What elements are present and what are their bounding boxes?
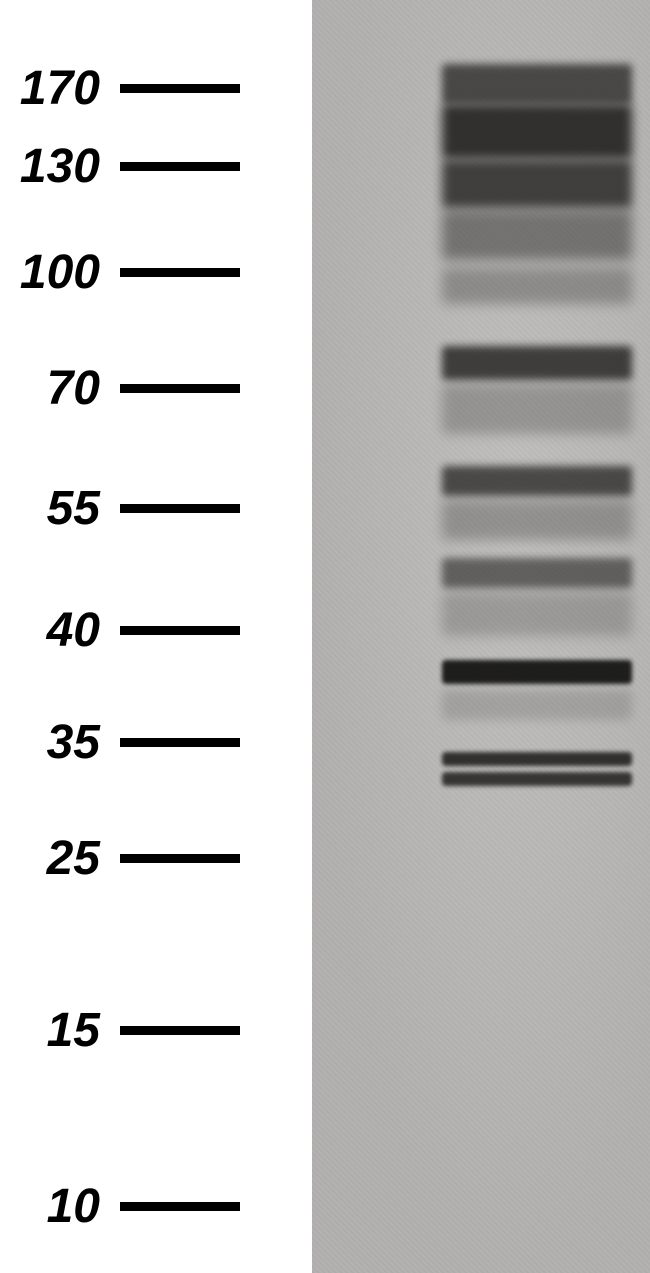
- marker-tick: [120, 626, 240, 635]
- marker-label: 55: [0, 481, 120, 536]
- band-2: [442, 160, 632, 208]
- marker-40: 40: [0, 606, 240, 654]
- marker-tick: [120, 162, 240, 171]
- marker-tick: [120, 738, 240, 747]
- marker-55: 55: [0, 484, 240, 532]
- marker-tick: [120, 384, 240, 393]
- western-blot-figure: 170 130 100 70 55 40 35 25 15 10: [0, 0, 650, 1273]
- marker-tick: [120, 1202, 240, 1211]
- marker-35: 35: [0, 718, 240, 766]
- band-9: [442, 558, 632, 588]
- band-1: [442, 104, 632, 159]
- band-6: [442, 384, 632, 434]
- marker-70: 70: [0, 364, 240, 412]
- band-12: [442, 690, 632, 720]
- band-8: [442, 500, 632, 540]
- marker-170: 170: [0, 64, 240, 112]
- marker-tick: [120, 268, 240, 277]
- marker-label: 25: [0, 831, 120, 886]
- marker-label: 130: [0, 139, 120, 194]
- band-11: [442, 660, 632, 684]
- marker-label: 15: [0, 1003, 120, 1058]
- marker-130: 130: [0, 142, 240, 190]
- marker-label: 70: [0, 361, 120, 416]
- marker-label: 40: [0, 603, 120, 658]
- band-4: [442, 268, 632, 304]
- band-0: [442, 64, 632, 104]
- band-7: [442, 466, 632, 496]
- sample-lane: [442, 0, 632, 1273]
- marker-tick: [120, 854, 240, 863]
- marker-tick: [120, 84, 240, 93]
- marker-10: 10: [0, 1182, 240, 1230]
- molecular-weight-ladder: 170 130 100 70 55 40 35 25 15 10: [0, 0, 300, 1273]
- marker-label: 100: [0, 245, 120, 300]
- band-14: [442, 772, 632, 786]
- marker-tick: [120, 1026, 240, 1035]
- marker-100: 100: [0, 248, 240, 296]
- band-10: [442, 592, 632, 636]
- marker-25: 25: [0, 834, 240, 882]
- band-3: [442, 210, 632, 260]
- band-13: [442, 752, 632, 766]
- blot-membrane: [312, 0, 650, 1273]
- marker-tick: [120, 504, 240, 513]
- marker-label: 170: [0, 61, 120, 116]
- marker-15: 15: [0, 1006, 240, 1054]
- band-5: [442, 346, 632, 380]
- marker-label: 35: [0, 715, 120, 770]
- marker-label: 10: [0, 1179, 120, 1234]
